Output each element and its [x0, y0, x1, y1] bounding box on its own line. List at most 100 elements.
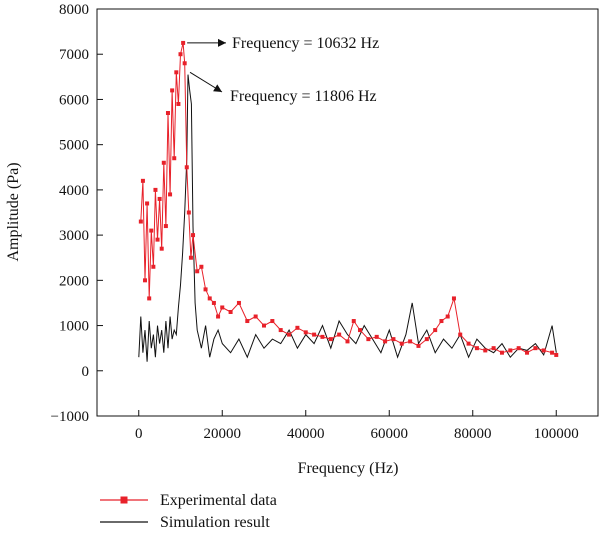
experimental-point: [416, 343, 421, 348]
experimental-point: [345, 339, 350, 344]
y-tick-label: 1000: [59, 319, 89, 335]
experimental-point: [424, 337, 429, 342]
experimental-point: [287, 332, 292, 337]
experimental-point: [328, 337, 333, 342]
experimental-point: [165, 111, 170, 116]
y-tick-label: 8000: [59, 2, 89, 18]
experimental-point: [149, 228, 154, 233]
y-tick-label: 6000: [59, 92, 89, 108]
y-axis-ticks: −1000 0 1000 2000 3000 4000 5000 6000 7000 8000: [51, 2, 103, 425]
experimental-point: [182, 61, 187, 66]
y-tick-label: 0: [82, 364, 90, 380]
experimental-point: [138, 219, 143, 224]
x-axis-title: Frequency (Hz): [298, 460, 399, 477]
experimental-point: [337, 332, 342, 337]
experimental-point: [253, 314, 258, 319]
experimental-point: [508, 348, 513, 353]
experimental-point: [191, 233, 196, 238]
y-tick-label: 3000: [59, 228, 89, 244]
experimental-point: [445, 314, 450, 319]
experimental-point: [262, 323, 266, 328]
experimental-point: [533, 346, 538, 351]
x-tick-label: 60000: [371, 426, 409, 442]
experimental-point: [303, 330, 308, 335]
experimental-point: [199, 264, 204, 269]
legend-label-experimental: Experimental data: [160, 492, 277, 509]
experimental-point: [172, 156, 177, 161]
experimental-point: [366, 337, 371, 342]
experimental-point: [499, 350, 504, 355]
x-tick-label: 80000: [454, 426, 492, 442]
experimental-point: [145, 201, 150, 206]
x-axis-ticks: 0 20000 40000 60000 80000 100000: [135, 410, 579, 442]
legend-marker-experimental: [120, 496, 128, 504]
series-layer: [138, 40, 559, 362]
annotation-peak-simulation: Frequency = 11806 Hz: [230, 88, 377, 105]
experimental-point: [320, 334, 325, 339]
experimental-point: [203, 287, 208, 292]
legend-label-simulation: Simulation result: [160, 514, 270, 531]
experimental-point: [358, 328, 363, 333]
y-tick-label: 4000: [59, 183, 89, 199]
experimental-point: [554, 352, 559, 357]
annotation-peak-experimental: Frequency = 10632 Hz: [232, 35, 379, 52]
y-tick-label: 2000: [59, 273, 89, 289]
experimental-point: [151, 264, 156, 269]
plot-area: [96, 8, 599, 417]
experimental-point: [174, 70, 179, 75]
experimental-point: [483, 348, 488, 353]
plot-frame: [96, 8, 599, 417]
annotations: Frequency = 10632 Hz Frequency = 11806 Hz: [187, 35, 379, 105]
experimental-point: [541, 348, 546, 353]
annotation-arrow-head: [218, 38, 226, 47]
experimental-point: [466, 341, 471, 346]
experimental-point: [161, 160, 166, 165]
x-tick-label: 40000: [287, 426, 325, 442]
experimental-point: [195, 269, 200, 274]
experimental-point: [270, 319, 275, 324]
experimental-point: [147, 296, 152, 301]
experimental-point: [550, 350, 555, 355]
x-tick-label: 100000: [534, 426, 579, 442]
experimental-point: [236, 300, 241, 305]
experimental-point: [176, 101, 181, 106]
experimental-point: [439, 319, 444, 324]
experimental-point: [408, 339, 413, 344]
y-axis-title: Amplitude (Pa): [5, 162, 22, 261]
experimental-point: [451, 296, 456, 301]
experimental-point: [188, 255, 193, 260]
experimental-point: [186, 210, 191, 215]
experimental-point: [516, 346, 521, 351]
experimental-point: [245, 319, 250, 324]
experimental-point: [159, 246, 164, 251]
experimental-point: [211, 300, 216, 305]
x-tick-label: 20000: [204, 426, 242, 442]
experimental-point: [433, 328, 438, 333]
experimental-point: [383, 339, 388, 344]
experimental-point: [374, 334, 379, 339]
experimental-point: [216, 314, 221, 319]
experimental-point: [184, 165, 189, 170]
legend: Experimental data Simulation result: [100, 492, 277, 531]
experimental-point: [351, 319, 356, 324]
experimental-point: [170, 88, 175, 93]
experimental-point: [228, 309, 233, 314]
experimental-point: [155, 237, 160, 242]
experimental-point: [312, 332, 317, 337]
experimental-point: [295, 325, 300, 330]
experimental-point: [525, 350, 530, 355]
experimental-point: [491, 346, 496, 351]
experimental-point: [178, 52, 183, 57]
experimental-point: [163, 224, 168, 229]
experimental-point: [399, 341, 404, 346]
y-tick-label: 5000: [59, 138, 89, 154]
experimental-point: [153, 187, 158, 192]
y-tick-label: 7000: [59, 47, 89, 63]
x-tick-label: 0: [135, 426, 143, 442]
experimental-point: [157, 196, 162, 201]
experimental-point: [391, 337, 396, 342]
experimental-point: [207, 296, 212, 301]
experimental-point: [220, 305, 225, 310]
experimental-point: [143, 278, 148, 283]
